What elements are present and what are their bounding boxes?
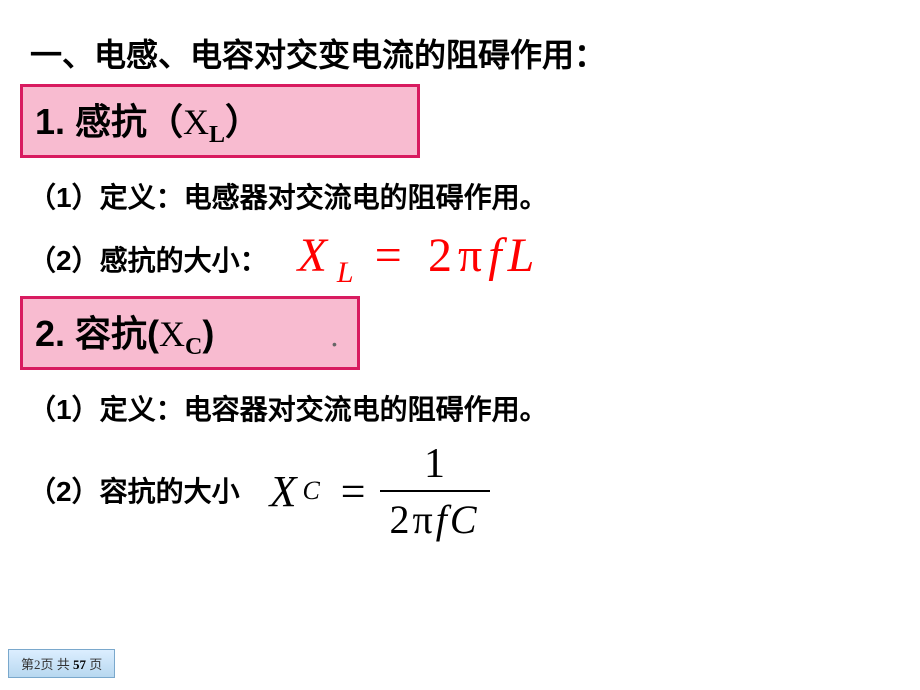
section2-formula: XC= 1 2πfC — [270, 440, 490, 543]
section1-title: 1. 感抗（XL） — [35, 101, 261, 142]
section1-title-box: 1. 感抗（XL） — [20, 84, 420, 158]
section2-title-box: 2. 容抗(XC) — [20, 296, 360, 370]
slide-content: 一、电感、电容对交变电流的阻碍作用： 1. 感抗（XL） （1）定义：电感器对交… — [0, 0, 920, 579]
dot-marker: • — [332, 336, 337, 352]
section1-definition: （1）定义：电感器对交流电的阻碍作用。 — [28, 176, 900, 216]
page-indicator: 第2页 共 57 页 — [8, 649, 115, 678]
fraction: 1 2πfC — [380, 440, 490, 543]
main-heading: 一、电感、电容对交变电流的阻碍作用： — [20, 30, 900, 76]
section2-title: 2. 容抗(XC) — [35, 313, 214, 354]
section2-formula-row: （2）容抗的大小 XC= 1 2πfC — [28, 440, 900, 543]
section2-definition: （1）定义：电容器对交流电的阻碍作用。 — [28, 388, 900, 428]
section1-formula-row: （2）感抗的大小： XL= 2πfL — [28, 228, 900, 290]
section1-formula: XL= 2πfL — [298, 228, 541, 290]
section1-size-label: （2）感抗的大小： — [28, 239, 268, 279]
section2-size-label: （2）容抗的大小 — [28, 470, 240, 510]
